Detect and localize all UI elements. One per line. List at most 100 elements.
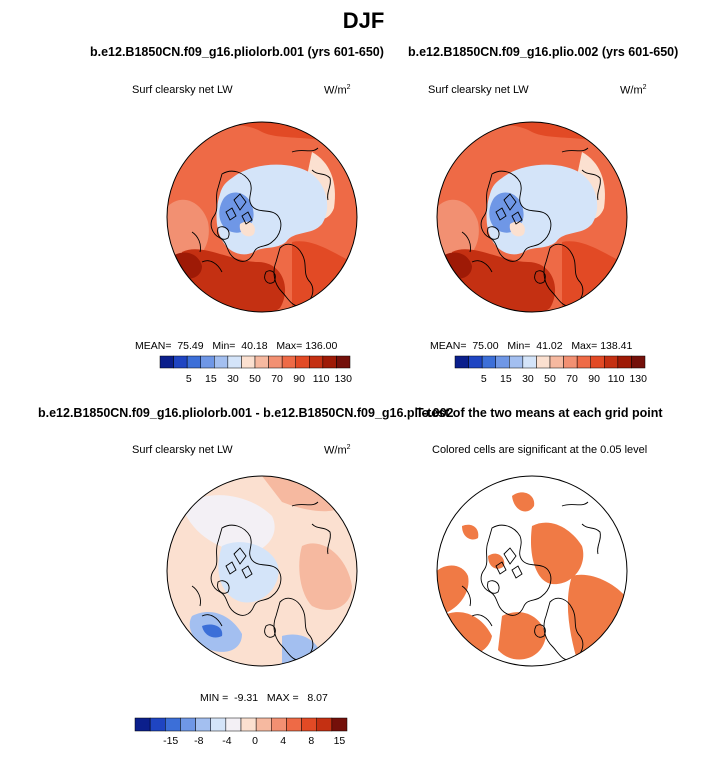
map-top-right — [436, 121, 628, 313]
map-boundary — [436, 121, 628, 313]
field-region — [562, 241, 627, 312]
field-region — [299, 543, 352, 610]
coastline — [225, 547, 253, 579]
panel-title-top-left: b.e12.B1850CN.f09_g16.pliolorb.001 (yrs … — [90, 45, 384, 59]
significant-region — [512, 492, 535, 512]
subtitle-top-right: Surf clearsky net LW — [428, 84, 529, 96]
map-field — [167, 122, 357, 312]
colorbar-swatch — [481, 355, 496, 369]
colorbar-tick-label: -4 — [222, 735, 232, 747]
coastline — [273, 243, 314, 307]
coastline — [534, 270, 546, 284]
coastline — [480, 524, 552, 616]
colorbar-swatch — [495, 355, 510, 369]
colorbar-swatch — [225, 717, 242, 732]
coastline — [543, 597, 584, 661]
colorbar-swatch — [509, 355, 524, 369]
stats-top-left: MEAN= 75.49 Min= 40.18 Max= 136.00 — [135, 340, 338, 352]
coastline — [311, 523, 331, 555]
coastline — [217, 226, 230, 240]
stats-top-right: MEAN= 75.00 Min= 41.02 Max= 138.41 — [430, 340, 633, 352]
field-region — [437, 199, 479, 262]
coastline — [461, 585, 493, 627]
field-region — [167, 199, 209, 262]
units-top-left: W/m2 — [324, 84, 351, 97]
stats-bottom-left: MIN = -9.31 MAX = 8.07 — [200, 692, 328, 704]
colorbar-swatch — [631, 355, 646, 369]
colorbar-tick-label: 50 — [544, 373, 556, 385]
colorbar-tick-label: 70 — [271, 373, 283, 385]
subtitle-bottom-right: Colored cells are significant at the 0.0… — [432, 444, 648, 456]
colorbar-tick-label: -8 — [194, 735, 204, 747]
subtitle-bottom-left: Surf clearsky net LW — [132, 444, 233, 456]
map-bottom-left — [166, 475, 358, 667]
colorbar-tick-label: 15 — [333, 735, 346, 747]
colorbar-swatch — [576, 355, 591, 369]
colorbar-swatch — [254, 355, 269, 369]
coastlines — [191, 495, 339, 661]
coastline — [264, 624, 276, 638]
colorbar-swatch — [295, 355, 310, 369]
colorbar-swatch — [255, 717, 272, 732]
colorbar-swatch — [271, 717, 287, 732]
coastline — [264, 270, 276, 284]
colorbar-swatch — [563, 355, 578, 369]
colorbar-tick-label: 30 — [522, 373, 534, 385]
colorbar-ticks-top-left: 5 15 30 50 70 90 110 130 — [160, 373, 352, 387]
map-bottom-right — [436, 475, 628, 667]
colorbar-top-right — [454, 355, 646, 369]
coastline — [480, 170, 552, 262]
colorbar-tick-label: 110 — [607, 373, 625, 385]
colorbar-swatch — [210, 717, 227, 732]
colorbar-swatch — [617, 355, 632, 369]
colorbar-swatch — [241, 355, 256, 369]
colorbar-swatch — [309, 355, 324, 369]
field-region — [218, 542, 279, 603]
subtitle-top-left: Surf clearsky net LW — [132, 84, 233, 96]
colorbar-swatch — [454, 355, 469, 369]
field-region — [262, 476, 342, 512]
coastline — [487, 226, 500, 240]
colorbar-tick-label: 90 — [588, 373, 600, 385]
colorbar-tick-label: 15 — [500, 373, 512, 385]
units-top-right: W/m2 — [620, 84, 647, 97]
units-bottom-left: W/m2 — [324, 444, 351, 457]
field-region — [292, 241, 357, 312]
coastline — [495, 193, 523, 225]
colorbar-swatch — [331, 717, 348, 732]
map-boundary — [436, 475, 628, 667]
colorbar-swatch — [134, 717, 151, 732]
colorbar-tick-label: 5 — [480, 373, 487, 385]
colorbar-bottom-left — [134, 717, 348, 732]
significant-region — [488, 553, 505, 569]
map-boundary — [166, 475, 358, 667]
significant-region — [498, 612, 546, 660]
map-boundary — [166, 121, 358, 313]
colorbar-tick-label: 130 — [334, 373, 352, 385]
colorbar-tick-label: 4 — [280, 735, 287, 747]
coastline — [273, 597, 314, 661]
colorbar-swatch — [536, 355, 551, 369]
coastline — [191, 231, 223, 273]
field-region — [239, 221, 255, 237]
coastline — [210, 170, 282, 262]
colorbar-swatch — [336, 355, 351, 369]
significant-region — [530, 522, 584, 585]
colorbar-tick-label: 70 — [566, 373, 578, 385]
colorbar-swatch — [268, 355, 283, 369]
colorbar-tick-label: 130 — [629, 373, 647, 385]
map-top-left — [166, 121, 358, 313]
colorbar-tick-label: -15 — [163, 735, 179, 747]
colorbar-swatch — [549, 355, 564, 369]
coastline — [495, 547, 523, 579]
colorbar-tick-label: 5 — [185, 373, 192, 385]
colorbar-swatch — [522, 355, 537, 369]
coastline — [581, 523, 601, 555]
colorbar-swatch — [227, 355, 242, 369]
panel-title-top-right: b.e12.B1850CN.f09_g16.plio.002 (yrs 601-… — [408, 45, 679, 59]
colorbar-swatch — [149, 717, 166, 732]
colorbar-swatch — [590, 355, 605, 369]
colorbar-ticks-bottom-left: -15 -8 -4 0 4 8 15 — [135, 735, 347, 749]
coastline — [311, 169, 331, 201]
colorbar-swatch — [281, 355, 296, 369]
